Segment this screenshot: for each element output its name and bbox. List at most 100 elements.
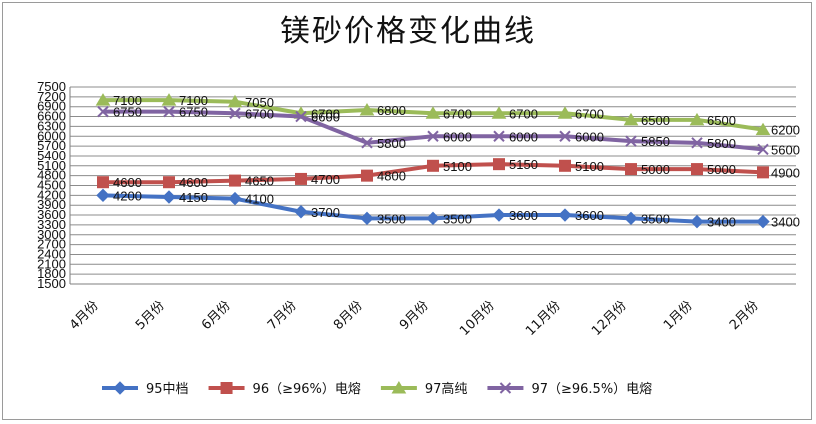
y-tick-label: 1500 — [37, 276, 66, 291]
data-label: 4150 — [179, 190, 208, 205]
marker-stroke — [559, 130, 571, 142]
data-point — [623, 112, 639, 126]
data-label: 4600 — [179, 175, 208, 190]
chart-title: 镁砂价格变化曲线 — [280, 14, 536, 49]
y-tick-label: 3300 — [37, 217, 66, 232]
data-label: 6000 — [509, 129, 538, 144]
data-label: 4650 — [245, 174, 274, 189]
data-label: 5150 — [509, 157, 538, 172]
data-point — [427, 159, 439, 172]
y-tick-label: 1800 — [37, 266, 66, 281]
data-label: 6500 — [641, 113, 670, 128]
data-label: 6500 — [707, 113, 736, 128]
data-point — [163, 105, 175, 118]
data-label: 6700 — [311, 106, 340, 121]
y-tick-label: 6000 — [37, 128, 66, 143]
y-tick-label: 4200 — [37, 187, 66, 202]
data-point — [95, 93, 111, 106]
data-label: 4200 — [113, 188, 142, 203]
data-label: 4800 — [377, 169, 406, 184]
data-point — [426, 211, 440, 226]
data-point — [361, 169, 373, 182]
y-tick-label: 2400 — [37, 246, 66, 261]
legend: 95中档 96（≥96%）电熔 97高纯 97（≥96.5%）电熔 — [102, 381, 652, 397]
x-tick-label: 12月份 — [589, 298, 630, 339]
y-tick-label: 3000 — [37, 227, 66, 242]
legend-marker — [499, 382, 512, 394]
legend-item: 95中档 — [102, 381, 189, 397]
y-tick-label: 4800 — [37, 168, 66, 183]
data-label: 3700 — [311, 205, 340, 220]
marker-stroke — [493, 130, 505, 142]
legend-label: 95中档 — [146, 382, 189, 397]
data-label: 7100 — [179, 93, 208, 108]
data-point — [559, 130, 571, 142]
data-point — [295, 110, 307, 123]
data-label: 7100 — [113, 93, 142, 108]
data-label: 6000 — [575, 129, 604, 144]
data-label: 6200 — [771, 123, 800, 138]
marker-stroke — [625, 135, 637, 147]
data-label: 5800 — [707, 136, 736, 151]
x-tick-label: 4月份 — [67, 298, 102, 333]
data-point — [161, 93, 177, 106]
data-point — [558, 208, 572, 222]
y-tick-label: 3600 — [37, 207, 66, 222]
x-tick-label: 11月份 — [523, 298, 564, 339]
data-point — [557, 106, 573, 119]
marker-stroke — [295, 110, 307, 123]
marker-stroke — [691, 137, 703, 149]
data-label: 6700 — [245, 106, 274, 121]
data-point — [427, 130, 439, 142]
data-point — [97, 105, 109, 118]
data-label: 6750 — [179, 105, 208, 120]
legend-label: 97高纯 — [425, 381, 468, 397]
data-point — [691, 137, 703, 149]
data-label: 5000 — [641, 162, 670, 177]
data-point — [757, 143, 769, 156]
legend-marker — [113, 381, 127, 395]
data-point — [624, 211, 638, 226]
data-label: 6700 — [509, 106, 538, 121]
data-point — [625, 163, 637, 176]
data-point — [625, 135, 637, 147]
data-label: 6600 — [311, 110, 340, 125]
data-point — [757, 166, 769, 179]
marker-stroke — [163, 105, 175, 118]
y-tick-label: 7500 — [37, 79, 66, 94]
legend-marker — [220, 382, 233, 394]
data-label: 6000 — [443, 129, 472, 144]
data-label: 5850 — [641, 134, 670, 149]
y-tick-label: 7200 — [37, 89, 66, 104]
data-label: 7050 — [245, 95, 274, 110]
x-tick-label: 8月份 — [331, 298, 366, 333]
data-label: 4600 — [113, 175, 142, 190]
data-point — [227, 94, 243, 108]
data-label: 4100 — [245, 192, 274, 207]
y-tick-label: 2700 — [37, 237, 66, 252]
data-point — [756, 214, 770, 229]
marker-stroke — [757, 143, 769, 156]
data-point — [361, 137, 373, 149]
y-tick-label: 4500 — [37, 178, 66, 193]
data-point — [96, 188, 110, 203]
data-label: 3500 — [377, 211, 406, 226]
data-point — [163, 176, 175, 189]
data-label: 6800 — [377, 103, 406, 118]
x-tick-label: 7月份 — [265, 298, 300, 333]
x-tick-label: 5月份 — [133, 298, 168, 333]
y-tick-label: 3900 — [37, 197, 66, 212]
x-tick-label: 9月份 — [397, 298, 432, 333]
data-label: 3500 — [641, 211, 670, 226]
data-point — [229, 107, 241, 119]
marker-stroke — [427, 130, 439, 142]
data-point — [359, 103, 375, 116]
data-label: 3400 — [771, 215, 800, 230]
data-point — [493, 158, 505, 171]
data-label: 3400 — [707, 215, 736, 230]
data-label: 6700 — [443, 106, 472, 121]
data-label: 5800 — [377, 136, 406, 151]
data-point — [228, 191, 242, 206]
x-tick-label: 2月份 — [727, 298, 762, 333]
